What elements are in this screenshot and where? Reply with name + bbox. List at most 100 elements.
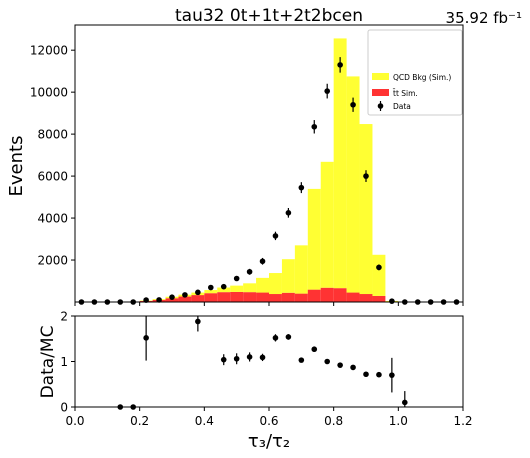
qcd-bar xyxy=(269,273,282,295)
ttbar-bar xyxy=(307,289,321,302)
ratio-marker xyxy=(220,356,227,363)
ratio-x-tick-label: 0.0 xyxy=(65,414,84,428)
ratio-point xyxy=(389,357,395,393)
qcd-bar xyxy=(281,259,295,293)
ttbar-bar xyxy=(165,298,179,302)
ratio-marker xyxy=(272,335,279,341)
ratio-y-axis-label: Data/MC xyxy=(38,326,58,399)
data-marker xyxy=(285,210,292,216)
ratio-point xyxy=(311,346,318,353)
data-marker xyxy=(389,298,395,304)
data-point xyxy=(324,83,331,99)
data-marker xyxy=(298,184,305,191)
data-marker xyxy=(363,173,369,179)
legend-box xyxy=(367,29,463,116)
main-histogram-panel: 2000 4000 6000 8000 10000 12000 xyxy=(30,24,464,306)
data-point xyxy=(220,283,227,290)
data-point xyxy=(350,97,356,112)
y-tick-label: 12000 xyxy=(30,44,68,58)
legend-label-data: Data xyxy=(393,102,411,111)
ttbar-bar xyxy=(333,288,347,302)
chart-title: tau32 0t+1t+2t2bcen xyxy=(175,6,363,26)
ratio-point xyxy=(298,357,305,363)
ratio-marker xyxy=(233,355,240,362)
ratio-marker xyxy=(376,371,382,378)
ttbar-bar xyxy=(178,296,192,302)
data-marker xyxy=(272,233,279,239)
ratio-panel: 0 1 2 0.0 0.2 0.4 0.6 0.8 1.0 1.2 xyxy=(60,310,472,429)
qcd-bar xyxy=(307,188,321,290)
ratio-marker xyxy=(298,357,305,363)
legend-swatch-ttbar xyxy=(372,89,389,96)
qcd-bar xyxy=(243,283,257,293)
ttbar-bar xyxy=(320,287,334,302)
data-point xyxy=(298,182,305,194)
y-axis-ticks: 2000 4000 6000 8000 10000 12000 xyxy=(30,44,75,268)
data-marker xyxy=(233,275,240,282)
data-marker xyxy=(259,258,266,265)
ratio-point xyxy=(337,362,343,368)
ttbar-bar xyxy=(217,292,231,302)
ratio-marker xyxy=(402,399,408,406)
y-tick-label: 6000 xyxy=(37,170,68,184)
ttbar-bar xyxy=(269,294,282,302)
x-axis-label: τ₃/τ₂ xyxy=(248,431,290,452)
ratio-point xyxy=(402,391,408,407)
ratio-y-tick-label: 1 xyxy=(60,355,68,369)
ratio-marker xyxy=(363,371,369,378)
qcd-bar xyxy=(256,277,269,293)
qcd-bar xyxy=(320,161,334,288)
ttbar-bar xyxy=(294,293,308,302)
data-marker xyxy=(195,289,201,296)
legend-marker-data xyxy=(377,101,384,111)
legend-label-ttbar: t̄t Sim. xyxy=(393,89,418,98)
ttbar-bar xyxy=(346,292,360,302)
ratio-marker xyxy=(350,364,356,371)
ratio-point xyxy=(324,358,331,365)
data-point xyxy=(246,268,253,275)
ratio-marker xyxy=(246,354,253,360)
ratio-x-axis-ticks: 0.0 0.2 0.4 0.6 0.8 1.0 1.2 xyxy=(65,407,473,428)
ratio-marker xyxy=(311,346,318,353)
data-point xyxy=(389,298,395,304)
ratio-point xyxy=(376,371,382,378)
data-marker xyxy=(220,283,227,290)
ratio-marker xyxy=(389,372,395,378)
data-marker xyxy=(246,268,253,275)
ratio-marker xyxy=(259,354,266,361)
data-point xyxy=(195,289,201,296)
ratio-point xyxy=(143,316,149,361)
ratio-x-tick-label: 0.6 xyxy=(259,414,278,428)
ttbar-bar xyxy=(256,292,269,302)
data-marker xyxy=(208,284,214,291)
data-point xyxy=(311,120,318,134)
qcd-bar xyxy=(230,285,244,292)
data-marker xyxy=(169,294,175,300)
qcd-bar xyxy=(346,76,360,293)
ratio-x-tick-label: 0.2 xyxy=(130,414,149,428)
y-tick-label: 2000 xyxy=(37,254,68,268)
main-plot-frame xyxy=(74,24,464,303)
y-tick-label: 8000 xyxy=(37,128,68,142)
ttbar-bar xyxy=(281,292,295,302)
data-marker xyxy=(337,62,343,68)
data-point xyxy=(337,57,343,73)
data-point xyxy=(208,284,214,291)
data-marker xyxy=(311,123,318,130)
data-point xyxy=(182,292,188,298)
ratio-plot-frame xyxy=(74,315,464,408)
data-point xyxy=(169,294,175,300)
data-marker xyxy=(350,101,356,108)
ratio-x-tick-label: 0.8 xyxy=(324,414,343,428)
qcd-bar xyxy=(333,38,347,289)
ratio-points xyxy=(117,316,408,410)
data-marker xyxy=(376,264,382,271)
ratio-marker xyxy=(285,334,292,340)
qcd-bar xyxy=(359,124,373,295)
ratio-y-axis-ticks: 0 1 2 xyxy=(60,310,75,415)
ratio-point xyxy=(233,353,240,365)
data-marker xyxy=(156,297,162,303)
legend: QCD Bkg (Sim.) t̄t Sim. Data xyxy=(367,29,463,116)
ttbar-bar xyxy=(191,295,205,302)
